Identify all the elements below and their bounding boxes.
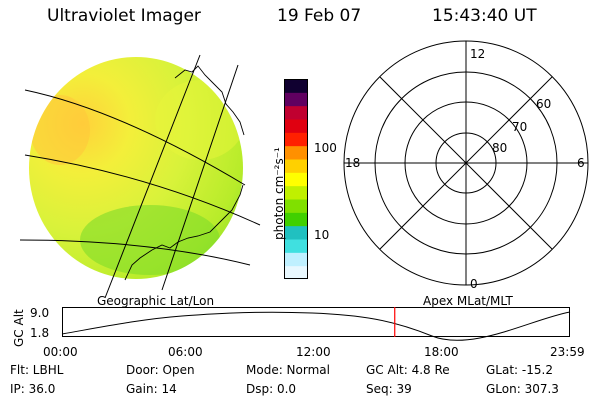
colorbar-band [284,79,308,93]
info-flt: Flt: LBHL [10,363,64,377]
orbit-xtick-1800: 18:00 [424,345,459,359]
orbit-xtick-1200: 12:00 [296,345,331,359]
orbit-frame [62,307,570,337]
mlat-label-80: 80 [492,141,508,155]
colorbar-tick-100: 100 [314,141,337,155]
colorbar-band [284,212,308,227]
colorbar-band [284,105,308,120]
date-label: 19 Feb 07 [277,6,362,26]
colorbar-band [284,92,308,107]
instrument-title: Ultraviolet Imager [47,6,201,26]
orbit-strip [61,307,571,341]
colorbar-band [284,172,308,187]
colorbar-band [284,199,308,213]
colorbar-band [284,185,308,200]
colorbar-band [284,119,308,133]
mlt-label-0: 0 [470,277,478,291]
colorbar-band [284,159,308,173]
orbit-xtick-0600: 06:00 [168,345,203,359]
info-door: Door: Open [126,363,195,377]
colorbar-band [284,252,308,267]
time-label: 15:43:40 UT [432,6,537,26]
colorbar-tick-10: 10 [314,228,330,242]
info-mode: Mode: Normal [246,363,330,377]
colorbar-band [284,239,308,253]
orbit-ytick-min: 1.8 [30,326,50,340]
orbit-ytick-max: 9.0 [30,306,50,320]
polar-diagonal-2 [379,76,553,250]
colorbar-band [284,265,308,280]
info-gain: Gain: 14 [126,382,177,396]
info-glat: GLat: -15.2 [486,363,553,377]
colorbar-frame [284,79,308,279]
colorbar-band [284,132,308,147]
colorbar-band [284,225,308,240]
mlat-label-70: 70 [512,120,528,134]
info-glon: GLon: 307.3 [486,382,559,396]
lat-lon-grid [19,54,261,299]
mlt-label-6: 6 [577,156,585,170]
mlt-label-12: 12 [470,47,486,61]
orbit-xtick-2359: 23:59 [550,345,585,359]
colorbar-band [284,145,308,160]
orbit-xtick-0000: 00:00 [43,345,78,359]
info-ip: IP: 36.0 [10,382,56,396]
mlt-label-18: 18 [345,156,361,170]
coastline [124,65,245,281]
orbit-altitude-curve [61,311,571,341]
mlat-label-60: 60 [536,97,552,111]
info-gc-alt: GC Alt: 4.8 Re [366,363,450,377]
apex-label: Apex MLat/MLT [423,294,513,308]
info-dsp: Dsp: 0.0 [246,382,297,396]
geographic-label: Geographic Lat/Lon [97,294,215,308]
info-seq: Seq: 39 [366,382,412,396]
orbit-axis-title: GC Alt [12,309,26,347]
color-bar [284,79,308,280]
